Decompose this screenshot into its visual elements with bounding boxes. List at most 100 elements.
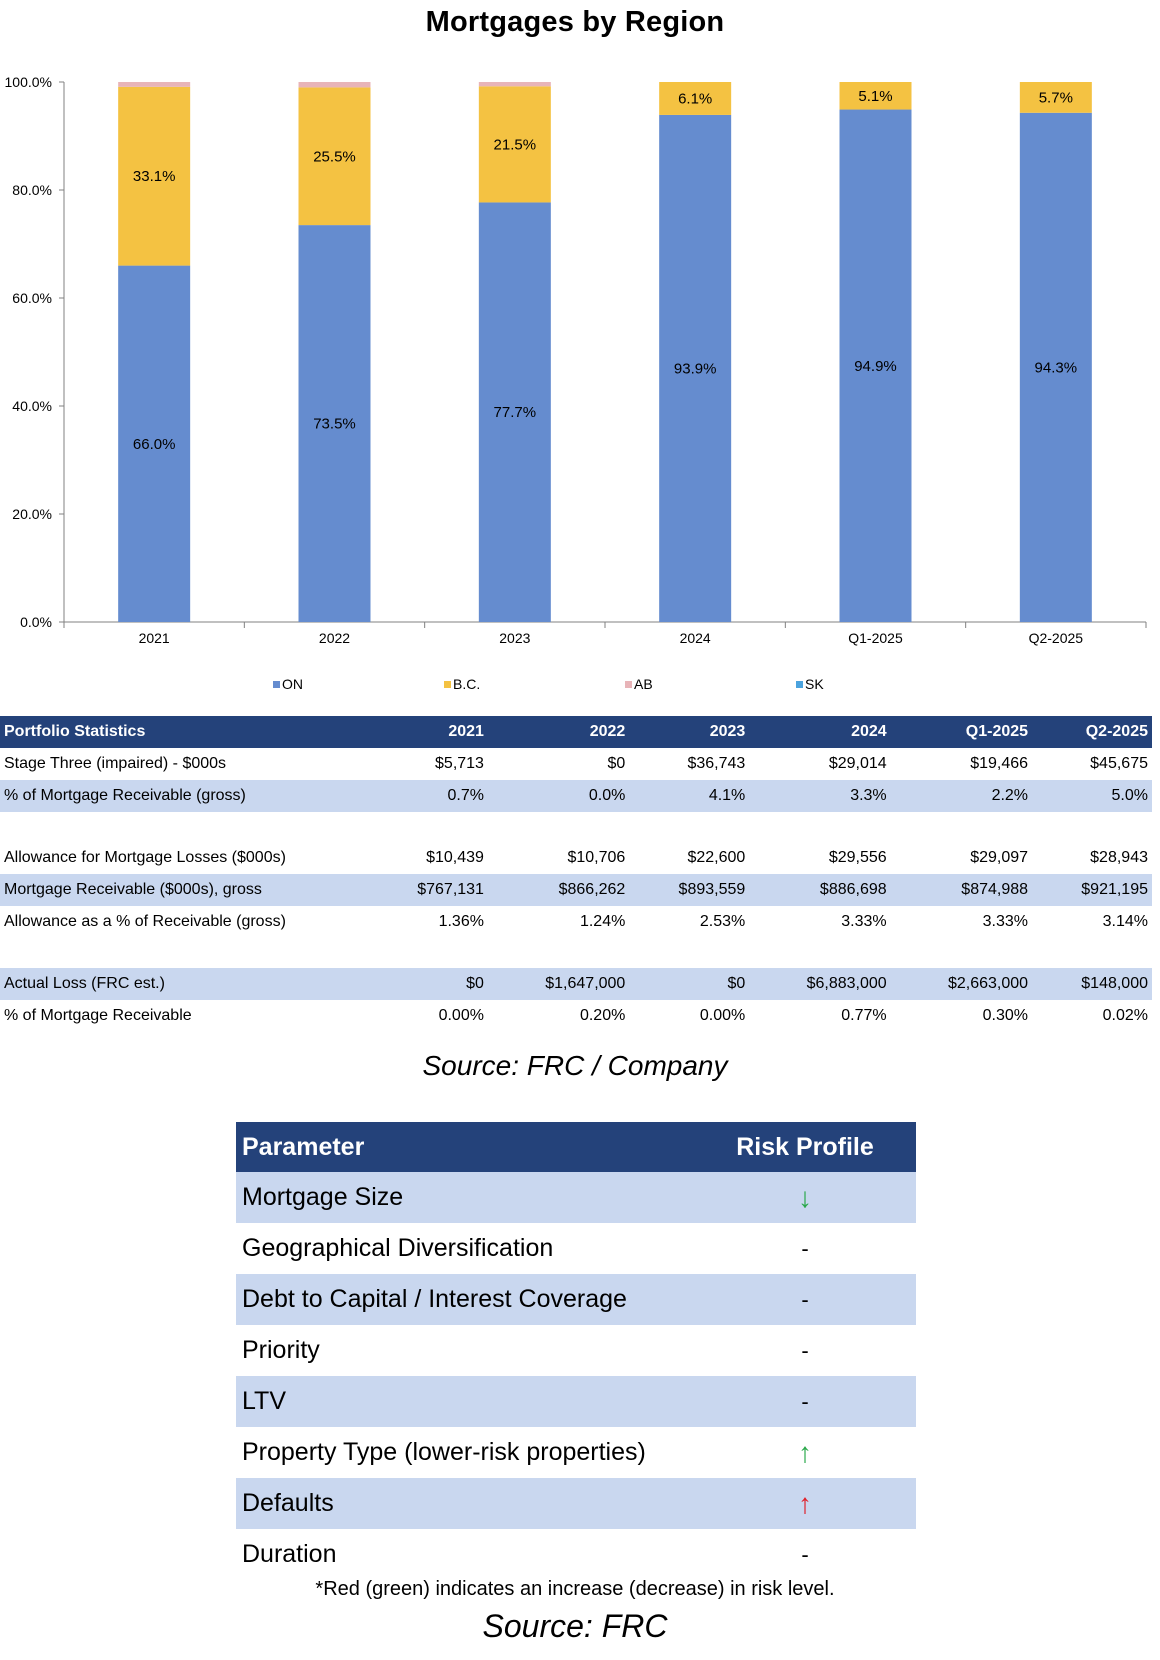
table-cell: 5.0% [1032, 780, 1152, 812]
risk-parameter: Geographical Diversification [242, 1234, 554, 1262]
bar-ab [298, 82, 371, 88]
legend-label: AB [634, 676, 653, 692]
dash-symbol: - [801, 1338, 809, 1363]
risk-parameter: Property Type (lower-risk properties) [242, 1438, 646, 1466]
risk-profile-value: - [694, 1529, 916, 1580]
chart-title: Mortgages by Region [425, 6, 725, 38]
risk-row: Duration - [236, 1529, 916, 1580]
table-cell: 0.30% [982, 1007, 1029, 1024]
table-cell: $0 [629, 968, 750, 1000]
data-label: 93.9% [674, 360, 717, 377]
risk-row: Geographical Diversification - [236, 1223, 916, 1274]
bar-on [1019, 112, 1092, 622]
table-row: % of Mortgage Receivable (gross) 0.7% 0.0%… [0, 780, 1152, 812]
data-label: 77.7% [494, 404, 537, 421]
table-cell: 0.00% [699, 1007, 746, 1024]
table-cell: $29,014 [828, 755, 887, 772]
table-cell: 1.36% [438, 913, 484, 930]
portfolio-header-cell: Portfolio Statistics [0, 716, 368, 748]
bar-bc [298, 87, 371, 226]
table-cell: $2,663,000 [890, 968, 1033, 1000]
table-cell: $28,943 [1090, 849, 1148, 866]
row-label: Stage Three (impaired) - $000s [4, 755, 227, 772]
table-spacer-row [0, 938, 1152, 968]
legend-label: SK [805, 676, 824, 692]
risk-row: LTV - [236, 1376, 916, 1427]
table-cell: $10,706 [567, 849, 626, 866]
row-label: Actual Loss (FRC est.) [0, 968, 368, 1000]
arrow-down-icon: ↓ [798, 1181, 812, 1213]
risk-profile-value: - [694, 1376, 916, 1427]
table-cell: $866,262 [487, 874, 630, 906]
table-cell: $6,883,000 [749, 968, 891, 1000]
data-label: 5.7% [1039, 89, 1073, 106]
bar-bc [659, 82, 732, 115]
table-cell: 0.20% [579, 1007, 626, 1024]
table-row: Stage Three (impaired) - $000s $5,713 $0 $3… [0, 748, 1152, 780]
risk-row: Debt to Capital / Interest Coverage - [236, 1274, 916, 1325]
risk-header-parameter: Parameter [236, 1122, 694, 1172]
bar-bc [478, 86, 551, 203]
table-cell: $10,439 [426, 849, 484, 866]
x-tick-label: Q1-2025 [848, 630, 903, 646]
table-cell: $0 [607, 755, 626, 772]
row-label: Allowance for Mortgage Losses ($000s) [4, 849, 286, 866]
table-cell: 1.24% [579, 913, 626, 930]
table-cell: 0.00% [438, 1007, 484, 1024]
portfolio-header-cell: Q2-2025 [1032, 716, 1152, 748]
risk-header-row: Parameter Risk Profile [236, 1122, 916, 1172]
table-cell: 2.2% [890, 780, 1033, 812]
legend-swatch [444, 681, 451, 688]
portfolio-source: Source: FRC / Company [422, 1050, 728, 1081]
risk-row: Mortgage Size ↓ [236, 1172, 916, 1223]
legend-swatch [625, 681, 632, 688]
x-tick-label: 2021 [139, 630, 170, 646]
risk-footnote: *Red (green) indicates an increase (decr… [315, 1578, 835, 1600]
table-cell: $893,559 [629, 874, 750, 906]
row-label: % of Mortgage Receivable [4, 1007, 192, 1024]
table-cell: $36,743 [687, 755, 746, 772]
y-tick-label: 40.0% [12, 398, 52, 414]
data-label: 94.3% [1035, 359, 1078, 376]
bar-ab [118, 82, 191, 87]
risk-parameter: Debt to Capital / Interest Coverage [236, 1274, 694, 1325]
data-label: 33.1% [133, 168, 176, 185]
arrow-up-icon: ↑ [798, 1487, 812, 1519]
table-cell: 4.1% [629, 780, 750, 812]
y-tick-label: 100.0% [5, 74, 52, 90]
data-label: 25.5% [313, 148, 356, 165]
bar-on [839, 109, 912, 623]
legend-label: B.C. [453, 676, 480, 692]
table-cell: 0.7% [368, 780, 488, 812]
portfolio-header-row: Portfolio Statistics 2021 2022 2023 2024… [0, 716, 1152, 748]
risk-parameter: Defaults [236, 1478, 694, 1529]
portfolio-table-body: Stage Three (impaired) - $000s $5,713 $0 $3… [0, 748, 1152, 1032]
table-cell: 2.53% [699, 913, 746, 930]
y-tick-label: 80.0% [12, 182, 52, 198]
portfolio-header-cell: 2021 [368, 716, 488, 748]
bar-on [298, 225, 371, 622]
x-tick-label: 2023 [499, 630, 530, 646]
spacer-cell [0, 812, 1152, 842]
x-tick-label: 2024 [680, 630, 711, 646]
risk-parameter: Duration [242, 1540, 337, 1568]
table-cell: $19,466 [970, 755, 1029, 772]
table-cell: 0.0% [487, 780, 630, 812]
y-tick-label: 0.0% [20, 614, 52, 630]
spacer-cell [0, 938, 1152, 968]
table-cell: $22,600 [687, 849, 746, 866]
stacked-bar-chart: 0.0% 20.0% 40.0% 60.0% 80.0% 100.0% 66.0% 33.1%… [5, 74, 1147, 692]
x-tick-label: 2022 [319, 630, 350, 646]
table-spacer-row [0, 812, 1152, 842]
risk-parameter: Mortgage Size [236, 1172, 694, 1223]
table-cell: 3.33% [841, 913, 887, 930]
risk-profile-value: - [694, 1325, 916, 1376]
risk-row: Priority - [236, 1325, 916, 1376]
table-cell: $874,988 [890, 874, 1033, 906]
risk-row: Property Type (lower-risk properties) ↑ [236, 1427, 916, 1478]
risk-header-profile: Risk Profile [694, 1122, 916, 1172]
table-cell: $921,195 [1032, 874, 1152, 906]
table-cell: 3.14% [1102, 913, 1148, 930]
table-cell: 3.33% [982, 913, 1029, 930]
data-label: 94.9% [854, 358, 897, 375]
